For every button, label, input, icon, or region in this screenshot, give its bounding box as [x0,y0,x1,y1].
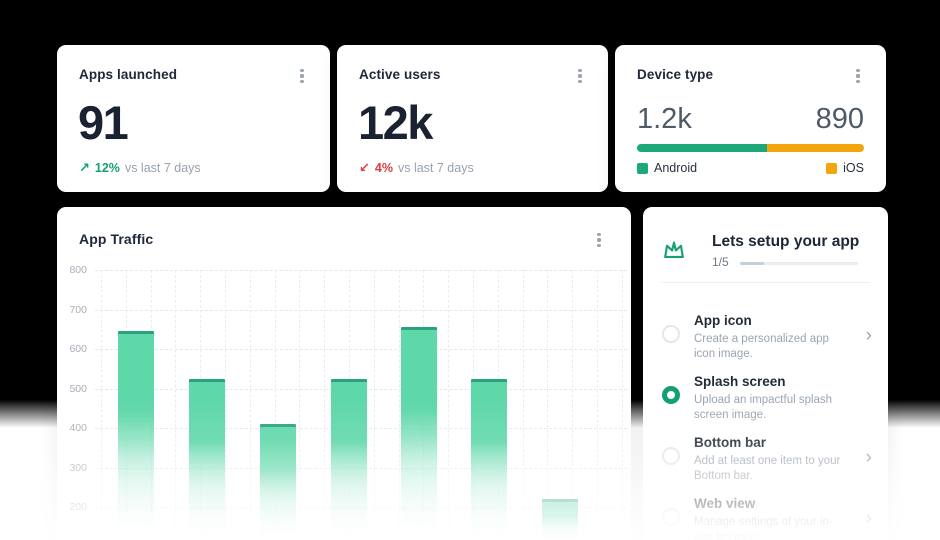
gridline [448,270,450,540]
step-description: Create a personalized app icon image. [694,333,829,360]
bar-chart-plot [95,270,627,540]
gridline [249,270,251,540]
gridline [373,270,375,540]
android-swatch-icon [637,162,648,174]
setup-progress-track [740,262,858,265]
stat-value: 91 [78,96,129,149]
gridline [299,270,301,540]
card-title: App Traffic [79,231,154,247]
setup-step-web-view[interactable]: Web view Manage settings of your in-app … [661,496,874,540]
crown-icon [664,241,684,259]
y-axis-tick: 600 [69,343,87,355]
trend-up-icon: ↗ [79,160,90,175]
setup-step-bottom-bar[interactable]: Bottom bar Add at least one item to your… [661,435,874,493]
traffic-bar[interactable] [189,378,225,540]
stat-footer: ↗ 12% vs last 7 days [79,160,201,176]
stat-footer: ↙ 4% vs last 7 days [359,160,474,176]
legend-label: Android [654,161,698,175]
y-axis-tick: 400 [69,422,87,434]
step-title: Web view [694,496,756,511]
chevron-right-icon: › [865,447,872,468]
step-title: Splash screen [694,374,786,389]
y-axis-tick: 200 [69,501,87,513]
gridline [324,270,326,540]
gridline [522,270,524,540]
setup-progress-fill [740,262,764,265]
gridline [175,270,177,540]
gridline [597,270,598,540]
active-users-card: Active users 12k ↙ 4% vs last 7 days [337,45,608,192]
radio-unchecked[interactable] [662,447,680,465]
android-bar-segment [637,144,768,152]
delta-value: 12% [94,161,120,175]
gridline [95,349,627,350]
traffic-bar[interactable] [118,331,154,540]
ios-bar-segment [767,144,864,152]
setup-title: Lets setup your app [712,233,860,250]
card-title: Apps launched [79,67,178,82]
radio-unchecked[interactable] [662,508,680,526]
delta-value: 4% [374,161,393,175]
app-traffic-card: App Traffic 800 700 600 500 400 300 200 [57,207,631,540]
y-axis-tick: 700 [69,303,87,316]
y-axis-tick: 800 [69,264,87,276]
step-description: Manage settings of your in-app browser. [694,516,833,540]
ios-swatch-icon [826,162,838,174]
chevron-right-icon: › [865,508,872,529]
traffic-bar[interactable] [260,424,296,540]
kebab-menu-icon[interactable] [570,65,590,87]
gridline [95,309,627,311]
device-split-bar [637,144,864,152]
delta-note: vs last 7 days [124,161,201,175]
device-legend: Android iOS [637,161,864,175]
gridline [225,270,226,540]
card-title: Device type [637,67,714,82]
stat-value: 12k [358,96,433,149]
legend-label: iOS [843,161,864,175]
legend-ios: iOS [826,161,864,175]
setup-checklist-card: Lets setup your app 1/5 App icon Create … [643,207,888,540]
divider [661,282,870,283]
gridline [621,270,623,540]
legend-android: Android [637,161,697,175]
traffic-bar[interactable] [401,327,437,540]
step-title: App icon [694,313,752,328]
y-axis-tick: 500 [69,382,87,395]
gridline [101,270,102,540]
card-title: Active users [359,67,441,82]
radio-checked[interactable] [662,386,680,404]
step-title: Bottom bar [694,435,766,450]
chevron-right-icon: › [865,325,872,346]
step-description: Add at least one item to your Bottom bar… [694,455,841,482]
setup-step-splash-screen[interactable]: Splash screen Upload an impactful splash… [661,374,874,432]
android-count: 1.2k [637,103,692,135]
gridline [95,270,627,271]
kebab-menu-icon[interactable] [589,229,609,251]
radio-unchecked[interactable] [662,325,680,343]
apps-launched-card: Apps launched 91 ↗ 12% vs last 7 days [57,45,330,192]
kebab-menu-icon[interactable] [292,65,312,87]
setup-step-app-icon[interactable]: App icon Create a personalized app icon … [661,313,874,371]
step-description: Upload an impactful splash screen image. [694,394,833,421]
traffic-bar[interactable] [542,499,578,540]
trend-down-icon: ↙ [359,160,370,175]
y-axis-tick: 300 [69,461,87,474]
device-type-card: Device type 1.2k 890 Android iOS [615,45,886,192]
traffic-bar[interactable] [331,378,367,540]
ios-count: 890 [815,103,864,135]
kebab-menu-icon[interactable] [848,65,868,87]
device-values: 1.2k 890 [637,103,864,135]
traffic-bar[interactable] [471,378,507,540]
gridline [398,270,400,540]
delta-note: vs last 7 days [397,161,474,175]
setup-progress-label: 1/5 [712,255,729,269]
